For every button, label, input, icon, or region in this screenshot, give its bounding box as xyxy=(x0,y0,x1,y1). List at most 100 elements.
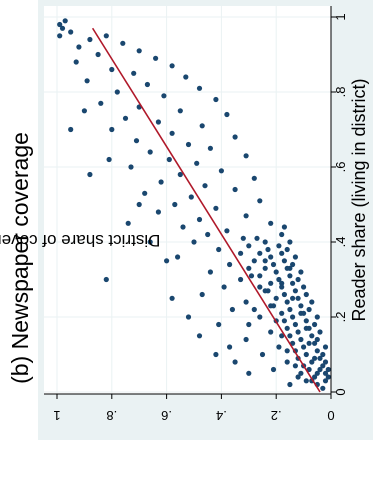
data-point xyxy=(292,288,298,294)
data-point xyxy=(251,306,257,313)
data-point xyxy=(227,261,233,268)
y-tick-label: .4 xyxy=(216,408,227,423)
data-point xyxy=(309,359,315,365)
data-point xyxy=(276,276,282,283)
data-point xyxy=(62,18,68,24)
data-point xyxy=(251,175,257,181)
data-point xyxy=(292,254,298,260)
data-point xyxy=(257,250,263,256)
data-point xyxy=(221,284,227,290)
chart-title: (b) Newspaper coverage xyxy=(7,132,33,384)
data-point xyxy=(284,359,290,365)
data-point xyxy=(109,126,115,133)
x-tick-label: 1 xyxy=(333,13,348,20)
data-point xyxy=(120,40,126,46)
data-point xyxy=(281,258,287,264)
y-tick-label: .8 xyxy=(106,408,117,423)
data-point xyxy=(312,355,318,361)
data-point xyxy=(142,190,148,196)
data-point xyxy=(155,209,161,215)
x-tick-label: .8 xyxy=(333,87,348,98)
data-point xyxy=(196,333,203,339)
data-point xyxy=(199,123,205,129)
data-point xyxy=(306,366,312,373)
x-axis: 0 .2 .4 .6 .8 1 xyxy=(330,6,348,396)
data-point xyxy=(227,344,233,350)
data-point xyxy=(325,366,331,373)
data-point xyxy=(246,243,252,249)
data-point xyxy=(262,265,268,271)
data-point xyxy=(312,374,318,380)
data-point xyxy=(279,280,285,286)
data-point xyxy=(301,344,307,350)
data-point xyxy=(295,295,301,301)
data-point xyxy=(322,370,329,376)
data-point xyxy=(238,276,244,283)
data-point xyxy=(213,351,219,358)
data-point xyxy=(169,63,175,69)
data-point xyxy=(259,351,266,358)
data-point xyxy=(185,314,192,320)
data-point xyxy=(281,224,287,230)
data-point xyxy=(287,306,293,313)
data-point xyxy=(317,355,323,361)
data-point xyxy=(295,276,301,283)
data-point xyxy=(213,96,219,103)
data-point xyxy=(246,265,252,271)
data-point xyxy=(301,284,307,290)
data-point xyxy=(169,130,175,136)
data-point xyxy=(238,250,244,256)
data-point xyxy=(306,340,312,346)
data-point xyxy=(262,258,268,264)
data-point xyxy=(240,235,246,241)
data-point xyxy=(290,295,296,301)
data-point xyxy=(279,333,285,339)
data-point xyxy=(205,231,211,238)
y-tick-label: .2 xyxy=(271,408,282,423)
data-point xyxy=(284,299,290,305)
data-point xyxy=(243,299,249,305)
data-point xyxy=(57,21,63,28)
x-tick-label: .4 xyxy=(333,237,348,248)
data-point xyxy=(284,246,290,253)
data-point xyxy=(73,59,79,65)
plot-area xyxy=(44,6,331,394)
data-point xyxy=(276,344,282,350)
data-point xyxy=(281,318,287,324)
data-point xyxy=(76,44,82,50)
data-point xyxy=(136,48,142,54)
data-point xyxy=(224,111,230,118)
data-point xyxy=(270,261,277,268)
data-point xyxy=(292,321,298,328)
data-point xyxy=(243,213,249,219)
data-point xyxy=(270,366,277,373)
data-point xyxy=(312,340,318,346)
data-point xyxy=(290,314,296,320)
data-point xyxy=(147,149,153,155)
data-point xyxy=(298,303,304,309)
data-point xyxy=(320,363,326,369)
data-point xyxy=(164,258,170,264)
data-point xyxy=(246,370,252,376)
data-point xyxy=(287,381,293,388)
scatter-points xyxy=(57,18,331,391)
y-tick-label: .6 xyxy=(161,408,172,423)
data-point xyxy=(290,261,296,268)
data-point xyxy=(202,183,208,189)
data-point xyxy=(229,306,235,313)
data-point xyxy=(81,108,87,114)
data-point xyxy=(218,168,224,174)
data-point xyxy=(284,265,290,271)
data-point xyxy=(188,194,194,200)
data-point xyxy=(284,348,290,354)
x-tick-label: .6 xyxy=(333,162,348,173)
data-point xyxy=(136,201,142,208)
data-point xyxy=(309,299,315,305)
data-point xyxy=(177,171,183,178)
data-point xyxy=(262,288,268,294)
data-point xyxy=(183,74,189,80)
data-point xyxy=(109,66,115,73)
data-point xyxy=(268,280,274,286)
data-point xyxy=(243,153,249,159)
